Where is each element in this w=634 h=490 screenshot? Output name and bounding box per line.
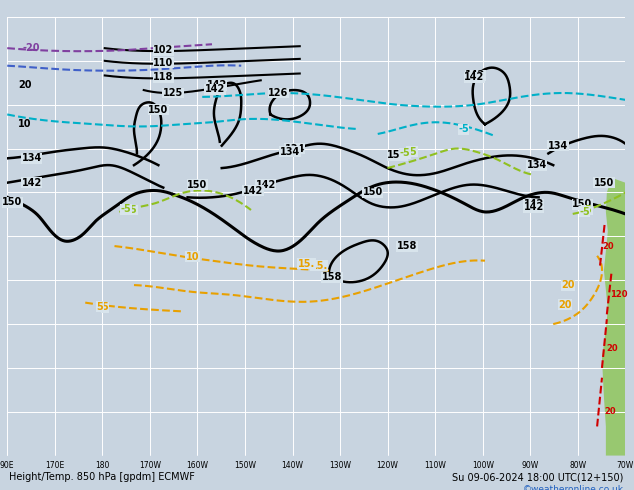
Text: -5: -5 [127, 205, 138, 215]
Text: 70W: 70W [617, 461, 634, 469]
Text: 150: 150 [148, 104, 169, 115]
Text: 142: 142 [256, 180, 276, 190]
Text: 80W: 80W [569, 461, 586, 469]
Text: 142: 142 [464, 73, 484, 82]
Text: -5: -5 [458, 124, 469, 134]
Text: 10: 10 [186, 252, 199, 262]
Text: 90W: 90W [522, 461, 539, 469]
Text: 20: 20 [561, 280, 574, 290]
Text: 142: 142 [524, 202, 544, 212]
Text: 150W: 150W [234, 461, 256, 469]
Text: 100W: 100W [472, 461, 494, 469]
Text: 150: 150 [387, 150, 408, 160]
Text: Height/Temp. 850 hPa [gpdm] ECMWF: Height/Temp. 850 hPa [gpdm] ECMWF [10, 472, 195, 482]
Text: 20: 20 [602, 242, 614, 250]
Text: 142: 142 [22, 178, 42, 188]
Text: 15.: 15. [311, 261, 328, 270]
Text: 120: 120 [610, 290, 627, 299]
Text: -20: -20 [23, 43, 41, 53]
Text: 20: 20 [607, 344, 619, 353]
Text: 150: 150 [573, 199, 593, 209]
Text: 180: 180 [95, 461, 110, 469]
Text: 10: 10 [18, 119, 32, 129]
Text: 142: 142 [205, 84, 225, 94]
Text: 126: 126 [268, 88, 288, 98]
Bar [7, 456, 625, 483]
Text: 142: 142 [524, 199, 544, 209]
Text: 110: 110 [153, 58, 173, 68]
Text: ©weatheronline.co.uk: ©weatheronline.co.uk [522, 485, 623, 490]
Text: 134: 134 [22, 153, 42, 163]
Text: 160W: 160W [186, 461, 209, 469]
Text: 142: 142 [465, 71, 486, 80]
Text: 142: 142 [207, 80, 227, 90]
Text: -5: -5 [121, 204, 132, 214]
Text: 5: 5 [96, 301, 103, 312]
Text: 15.: 15. [298, 259, 315, 269]
Text: 170E: 170E [45, 461, 65, 469]
Text: 120W: 120W [377, 461, 399, 469]
Text: 110W: 110W [424, 461, 446, 469]
Text: 102: 102 [153, 45, 173, 55]
Text: 130W: 130W [329, 461, 351, 469]
Text: -5: -5 [582, 205, 593, 215]
Text: 134: 134 [285, 144, 305, 153]
Text: 158: 158 [397, 241, 417, 251]
Text: 158: 158 [321, 272, 342, 282]
Text: 134: 134 [548, 141, 568, 150]
Text: 150: 150 [2, 197, 22, 207]
Text: 142: 142 [243, 186, 263, 196]
Text: 10: 10 [186, 252, 199, 262]
Text: 20: 20 [558, 299, 572, 310]
Text: 140W: 140W [281, 461, 304, 469]
Text: -5: -5 [406, 147, 417, 156]
Text: -5: -5 [579, 207, 590, 217]
Text: 170W: 170W [139, 461, 161, 469]
Text: 20: 20 [604, 407, 616, 416]
Text: 20: 20 [18, 80, 32, 90]
Text: 125: 125 [163, 88, 183, 98]
Text: -5: -5 [399, 148, 410, 158]
Text: 5: 5 [101, 302, 108, 313]
Text: 134: 134 [526, 160, 547, 170]
Text: 150: 150 [594, 178, 614, 188]
Text: Su 09-06-2024 18:00 UTC(12+150): Su 09-06-2024 18:00 UTC(12+150) [452, 472, 623, 482]
Text: 150: 150 [363, 188, 383, 197]
Text: 90E: 90E [0, 461, 15, 469]
Text: 150: 150 [187, 180, 207, 190]
Text: 134: 134 [280, 147, 300, 156]
Text: 118: 118 [153, 73, 174, 82]
